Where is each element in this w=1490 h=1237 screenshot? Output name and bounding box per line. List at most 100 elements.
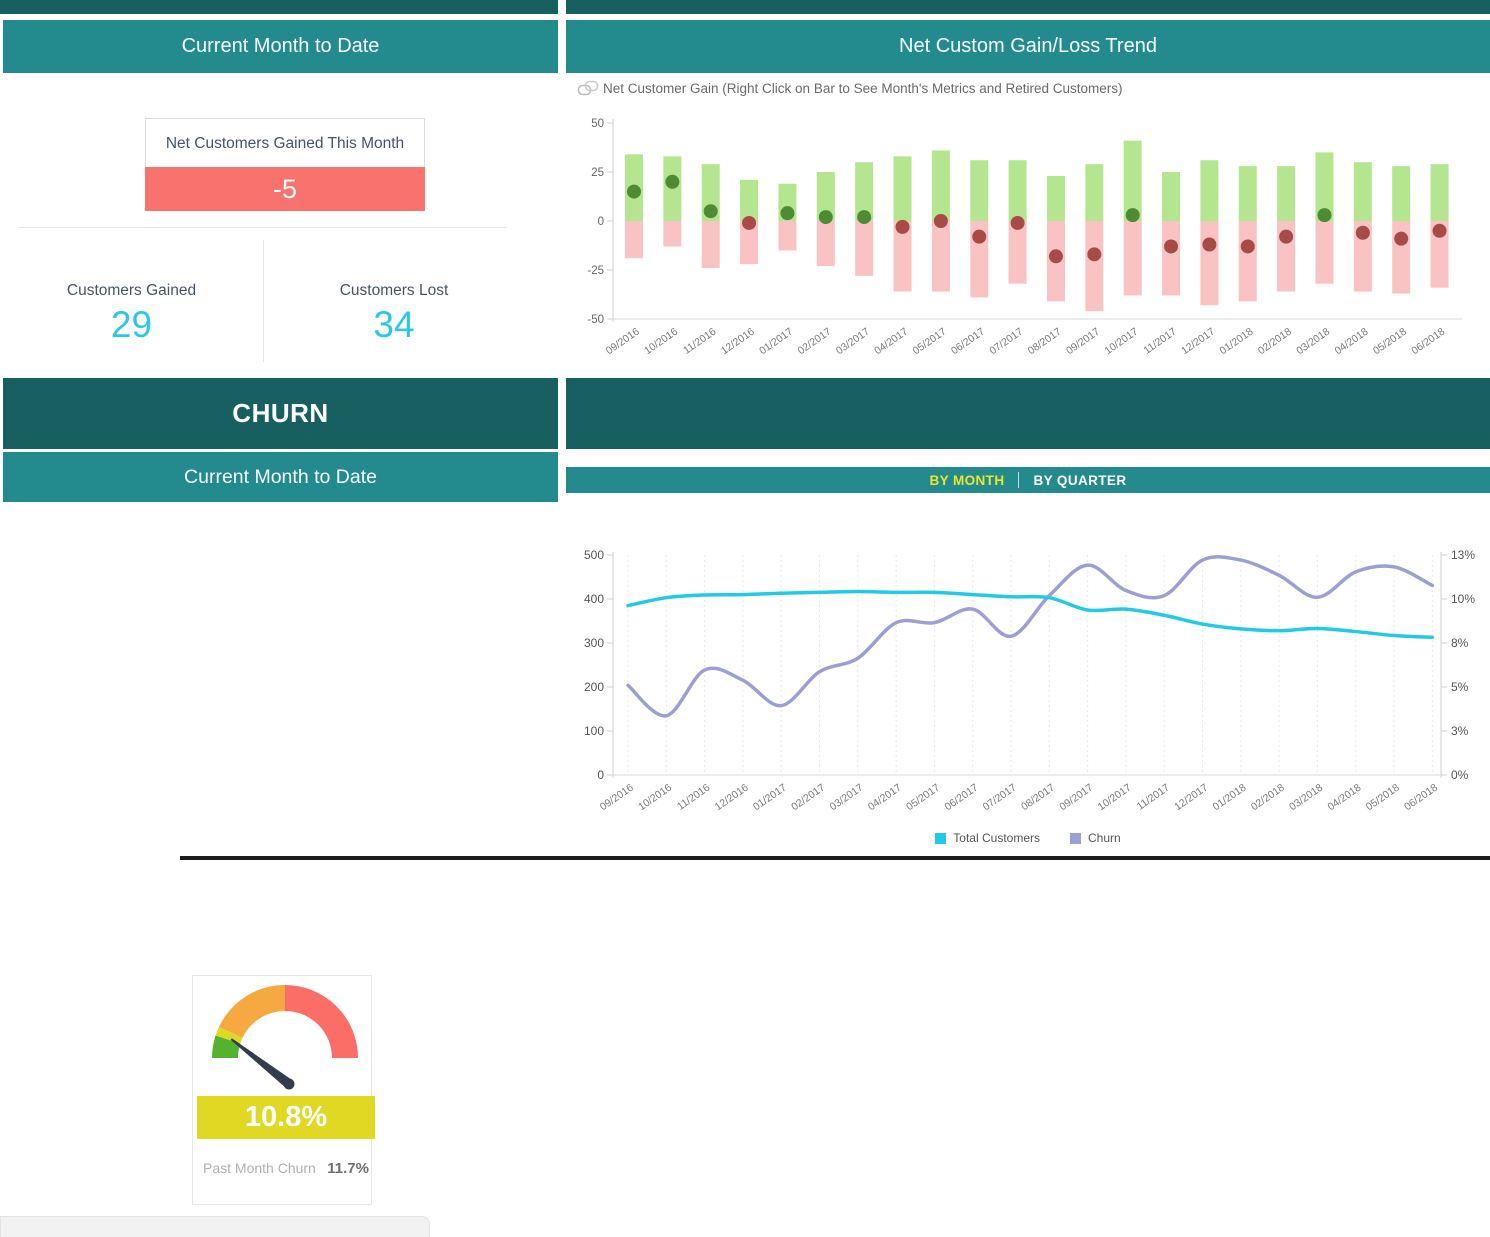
svg-text:8%: 8% [1451, 636, 1469, 650]
panel-trend-lines: BY MONTH BY QUARTER 500 400 300 200 100 0 13% 1… [566, 378, 1490, 860]
svg-text:0: 0 [597, 768, 604, 782]
svg-text:10/2016: 10/2016 [642, 326, 680, 358]
legend-item-total-customers[interactable]: Total Customers [935, 831, 1040, 845]
svg-text:12/2016: 12/2016 [719, 326, 757, 358]
svg-text:03/2017: 03/2017 [828, 782, 866, 814]
customers-lost-label: Customers Lost [339, 282, 449, 299]
churn-header: CHURN [3, 378, 558, 449]
legend-swatch-churn [1070, 832, 1081, 844]
svg-text:01/2018: 01/2018 [1211, 782, 1249, 814]
panel-title-bar: Current Month to Date [3, 20, 558, 73]
svg-text:12/2016: 12/2016 [713, 782, 751, 814]
svg-text:0%: 0% [1451, 768, 1469, 782]
panel-gain-loss-trend: Net Custom Gain/Loss Trend Net Customer … [566, 0, 1490, 372]
svg-text:02/2018: 02/2018 [1256, 326, 1294, 358]
horizontal-divider [18, 227, 507, 228]
svg-text:0: 0 [598, 216, 604, 228]
svg-text:3%: 3% [1451, 724, 1469, 738]
vertical-divider [263, 240, 264, 362]
svg-text:08/2017: 08/2017 [1026, 326, 1064, 358]
past-month-churn-label: Past Month Churn [203, 1160, 316, 1176]
top-accent-strip [566, 0, 1490, 14]
bottom-left-tab[interactable] [0, 1216, 430, 1237]
customers-lost-metric: Customers Lost 34 [263, 282, 525, 346]
past-month-churn-value: 11.7% [327, 1160, 369, 1177]
svg-text:01/2017: 01/2017 [757, 326, 795, 358]
svg-text:300: 300 [584, 636, 604, 650]
svg-text:09/2017: 09/2017 [1064, 326, 1102, 358]
svg-text:03/2018: 03/2018 [1287, 782, 1325, 814]
svg-text:02/2017: 02/2017 [796, 326, 834, 358]
churn-gauge [212, 985, 358, 1090]
svg-text:05/2018: 05/2018 [1371, 326, 1409, 358]
legend-swatch-total-customers [935, 832, 947, 844]
svg-text:07/2017: 07/2017 [981, 782, 1019, 814]
link-icon [577, 80, 599, 96]
panel-title: Current Month to Date [181, 35, 380, 57]
chart-subtitle-row: Net Customer Gain (Right Click on Bar to… [577, 79, 1123, 98]
svg-text:06/2018: 06/2018 [1409, 326, 1447, 358]
svg-text:50: 50 [591, 118, 604, 130]
svg-text:500: 500 [584, 548, 604, 562]
churn-subheader: Current Month to Date [3, 452, 558, 502]
tab-by-month[interactable]: BY MONTH [929, 472, 1005, 488]
svg-text:06/2018: 06/2018 [1402, 782, 1440, 814]
svg-text:04/2018: 04/2018 [1333, 326, 1371, 358]
svg-text:11/2017: 11/2017 [1141, 326, 1178, 357]
svg-text:100: 100 [584, 724, 604, 738]
svg-text:02/2018: 02/2018 [1249, 782, 1287, 814]
svg-text:-50: -50 [587, 314, 604, 326]
panel-current-month-gain: Current Month to Date Net Customers Gain… [0, 0, 558, 372]
net-customers-card-label: Net Customers Gained This Month [145, 118, 425, 167]
svg-text:-25: -25 [587, 265, 604, 277]
svg-text:01/2017: 01/2017 [751, 782, 789, 814]
churn-title: CHURN [232, 398, 329, 428]
window-bottom-edge [180, 856, 1490, 860]
chart-subtitle: Net Customer Gain (Right Click on Bar to… [603, 81, 1123, 96]
trend-tab-bar: BY MONTH BY QUARTER [566, 467, 1490, 493]
churn-current-value: 10.8% [197, 1096, 375, 1139]
svg-text:10/2016: 10/2016 [636, 782, 674, 814]
svg-text:09/2017: 09/2017 [1057, 782, 1095, 814]
legend-label-total-customers: Total Customers [953, 831, 1040, 845]
tab-by-quarter[interactable]: BY QUARTER [1033, 472, 1127, 488]
churn-subtitle: Current Month to Date [184, 466, 377, 488]
panel-title-bar: Net Custom Gain/Loss Trend [566, 20, 1490, 73]
svg-text:02/2017: 02/2017 [789, 782, 827, 814]
customers-gained-value: 29 [110, 304, 153, 345]
svg-text:09/2016: 09/2016 [598, 782, 636, 814]
svg-text:12/2017: 12/2017 [1172, 782, 1210, 814]
panel-churn: CHURN Current Month to Date 10.8% Past M… [0, 378, 558, 1237]
customers-gained-label: Customers Gained [66, 282, 197, 299]
svg-text:05/2017: 05/2017 [911, 326, 949, 358]
trend-header-block [566, 378, 1490, 449]
svg-text:10/2017: 10/2017 [1096, 782, 1134, 814]
svg-text:06/2017: 06/2017 [942, 782, 980, 814]
panel-title: Net Custom Gain/Loss Trend [899, 35, 1157, 57]
customers-gained-metric: Customers Gained 29 [0, 282, 263, 346]
svg-text:03/2018: 03/2018 [1294, 326, 1332, 358]
svg-text:04/2017: 04/2017 [872, 326, 910, 358]
svg-text:11/2016: 11/2016 [681, 326, 718, 357]
top-accent-strip [0, 0, 558, 14]
svg-text:200: 200 [584, 680, 604, 694]
svg-text:03/2017: 03/2017 [834, 326, 872, 358]
svg-text:08/2017: 08/2017 [1019, 782, 1057, 814]
svg-text:11/2016: 11/2016 [675, 782, 712, 813]
svg-text:11/2017: 11/2017 [1135, 782, 1172, 813]
svg-text:10/2017: 10/2017 [1102, 326, 1140, 358]
net-customers-card: Net Customers Gained This Month -5 [145, 118, 425, 211]
tab-separator [1018, 472, 1020, 488]
svg-text:07/2017: 07/2017 [987, 326, 1025, 358]
svg-text:06/2017: 06/2017 [949, 326, 987, 358]
past-month-churn-row: Past Month Churn 11.7% [203, 1160, 369, 1177]
svg-text:01/2018: 01/2018 [1217, 326, 1255, 358]
svg-text:05/2018: 05/2018 [1364, 782, 1402, 814]
svg-text:05/2017: 05/2017 [904, 782, 942, 814]
svg-text:25: 25 [591, 167, 604, 179]
net-customers-card-value: -5 [145, 167, 425, 211]
legend-item-churn[interactable]: Churn [1070, 831, 1121, 845]
legend-label-churn: Churn [1088, 831, 1121, 845]
